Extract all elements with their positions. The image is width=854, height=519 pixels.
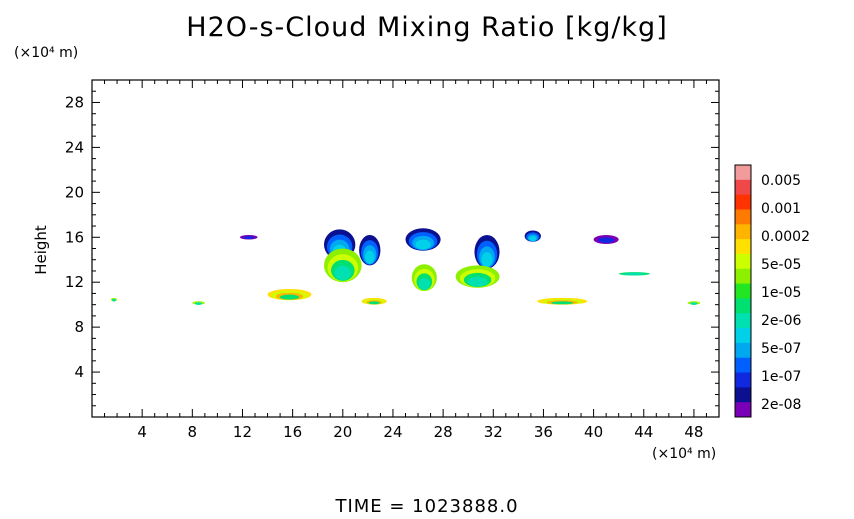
field-blob <box>468 276 488 287</box>
plot-frame <box>91 79 720 418</box>
x-tick-label: 28 <box>434 423 453 441</box>
legend-swatch <box>735 357 751 373</box>
legend-swatch <box>735 194 751 210</box>
x-tick-label: 12 <box>233 423 252 441</box>
legend-label: 5e-07 <box>761 341 801 357</box>
x-ticks: 4 8 12 16 20 24 28 32 36 40 44 48 <box>104 80 707 441</box>
field-blob <box>243 236 255 240</box>
y-tick-label: 4 <box>74 363 84 381</box>
legend-swatch <box>735 342 751 359</box>
legend-swatch <box>735 239 751 255</box>
y-tick-label: 20 <box>65 183 84 201</box>
legend-swatch <box>735 268 751 284</box>
x-tick-label: 4 <box>137 423 147 441</box>
y-ticks: 4 8 12 16 20 24 28 <box>65 90 719 407</box>
field-blob <box>334 265 352 281</box>
legend-swatch <box>735 298 751 314</box>
legend-swatch <box>735 179 751 196</box>
y-tick-label: 16 <box>65 228 84 246</box>
field-blob <box>481 252 493 267</box>
legend-swatch <box>735 283 751 299</box>
field-blob <box>279 294 300 300</box>
legend-swatch <box>735 313 751 329</box>
legend-label: 2e-08 <box>761 397 801 413</box>
legend-swatch <box>735 165 751 181</box>
legend-label: 0.0002 <box>761 229 810 245</box>
x-tick-label: 8 <box>188 423 198 441</box>
field-blob <box>529 236 537 242</box>
legend-swatch <box>735 253 751 270</box>
legend-label: 2e-06 <box>761 313 801 329</box>
field-blob <box>195 302 202 305</box>
legend-swatch <box>735 372 751 388</box>
legend-swatch <box>735 209 751 225</box>
legend-swatch <box>735 402 751 418</box>
legend-label: 0.005 <box>761 173 801 189</box>
field-blob <box>624 272 645 276</box>
legend-swatch <box>735 224 751 240</box>
x-tick-label: 48 <box>684 423 703 441</box>
field-blob <box>368 301 380 305</box>
legend-label: 5e-05 <box>761 257 801 273</box>
y-tick-label: 28 <box>65 93 84 111</box>
y-tick-label: 8 <box>74 318 84 336</box>
color-legend: 0.005 0.001 0.0002 5e-05 1e-05 2e-06 5e-07 1e-0… <box>734 164 810 418</box>
x-tick-label: 40 <box>584 423 603 441</box>
field-blob <box>551 301 574 305</box>
x-tick-label: 24 <box>383 423 402 441</box>
field-blob <box>112 299 116 302</box>
x-axis-unit: (×10⁴ m) <box>652 446 717 462</box>
chart-title: H2O-s-Cloud Mixing Ratio [kg/kg] <box>186 12 668 43</box>
field-blob <box>691 302 697 305</box>
y-tick-label: 12 <box>65 273 84 291</box>
time-label: TIME = 1023888.0 <box>335 496 519 517</box>
legend-swatch <box>735 387 751 403</box>
legend-label: 1e-07 <box>761 369 801 385</box>
field-features <box>110 228 701 305</box>
x-tick-label: 20 <box>333 423 352 441</box>
legend-frame <box>734 164 752 418</box>
legend-swatch <box>735 328 751 344</box>
field-blob <box>598 237 614 243</box>
x-tick-label: 44 <box>634 423 653 441</box>
x-tick-label: 16 <box>283 423 302 441</box>
legend-label: 1e-05 <box>761 285 801 301</box>
legend-label: 0.001 <box>761 201 801 217</box>
field-blob <box>365 250 375 264</box>
y-axis-label: Height <box>32 225 50 275</box>
y-axis-unit: (×10⁴ m) <box>14 45 79 61</box>
field-blob <box>418 277 430 290</box>
x-tick-label: 32 <box>484 423 503 441</box>
y-tick-label: 24 <box>65 138 84 156</box>
field-blob <box>415 239 431 250</box>
x-tick-label: 36 <box>534 423 553 441</box>
